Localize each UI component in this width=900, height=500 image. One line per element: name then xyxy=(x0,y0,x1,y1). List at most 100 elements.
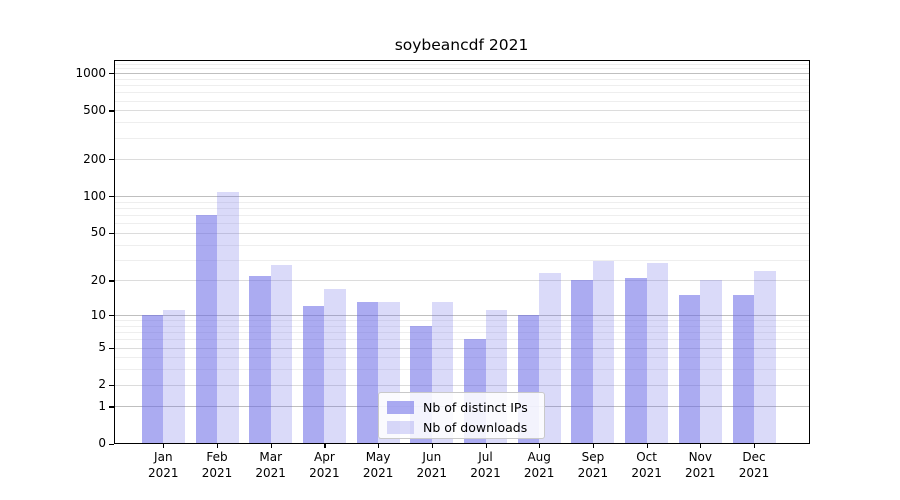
y-tick-label: 5 xyxy=(98,340,106,354)
bar-downloads-dec xyxy=(754,271,776,444)
y-tick xyxy=(109,443,114,445)
gridline-minor xyxy=(113,63,810,65)
gridline-minor xyxy=(113,78,810,80)
gridline-minor xyxy=(113,92,810,94)
chart-title: soybeancdf 2021 xyxy=(394,36,529,54)
bar-ips-may xyxy=(356,302,379,444)
gridline-minor xyxy=(113,332,810,334)
legend-label-distinct-ips: Nb of distinct IPs xyxy=(423,400,528,415)
y-tick-label: 200 xyxy=(83,151,106,166)
legend-item-downloads: Nb of downloads xyxy=(387,419,544,436)
gridline-minor xyxy=(113,325,810,327)
y-tick xyxy=(109,384,114,386)
x-tick xyxy=(700,443,702,448)
x-tick-label: Aug 2021 xyxy=(523,450,555,480)
x-tick xyxy=(539,443,541,448)
x-tick xyxy=(217,443,219,448)
gridline-minor xyxy=(113,137,810,139)
gridline-minor xyxy=(113,223,810,225)
y-tick xyxy=(109,73,114,75)
x-tick-label: Oct 2021 xyxy=(631,450,662,480)
y-tick-label: 1000 xyxy=(75,65,106,80)
gridline-minor xyxy=(113,208,810,209)
gridline-minor xyxy=(113,85,810,87)
bar-downloads-oct xyxy=(646,263,669,444)
x-tick xyxy=(646,443,648,448)
x-tick-label: Dec 2021 xyxy=(738,450,770,480)
gridline-minor xyxy=(113,357,810,359)
bar-ips-oct xyxy=(625,277,647,444)
y-tick xyxy=(109,159,114,161)
y-tick xyxy=(109,196,114,198)
x-tick-label: Sep 2021 xyxy=(577,450,609,480)
x-tick xyxy=(485,443,487,448)
y-tick xyxy=(109,315,114,317)
gridline-minor xyxy=(113,201,810,203)
y-tick-label: 1 xyxy=(98,398,106,413)
gridline-minor xyxy=(113,122,810,124)
y-tick xyxy=(109,110,114,112)
legend-item-distinct-ips: Nb of distinct IPs xyxy=(387,399,544,416)
gridline-major xyxy=(113,347,810,349)
y-tick xyxy=(109,347,114,349)
gridline-major xyxy=(113,159,810,161)
gridline-minor xyxy=(113,100,810,102)
gridline-minor xyxy=(113,339,810,341)
y-tick xyxy=(109,232,114,234)
gridline-major xyxy=(113,110,810,112)
x-tick-label: Mar 2021 xyxy=(255,450,286,480)
legend-label-downloads: Nb of downloads xyxy=(423,420,528,435)
bar-downloads-apr xyxy=(324,288,346,444)
x-tick-label: Jul 2021 xyxy=(470,450,501,480)
gridline-minor xyxy=(113,68,810,70)
y-tick xyxy=(109,406,114,408)
gridline-major xyxy=(113,384,810,386)
x-tick-label: Apr 2021 xyxy=(309,450,340,480)
legend: Nb of distinct IPs Nb of downloads xyxy=(378,392,545,439)
bar-downloads-sep xyxy=(592,261,615,444)
x-tick-label: Nov 2021 xyxy=(685,450,716,480)
bar-ips-jan xyxy=(141,315,164,444)
gridline-minor xyxy=(113,215,810,217)
bar-ips-nov xyxy=(678,294,701,444)
x-tick xyxy=(431,443,433,448)
x-tick-label: May 2021 xyxy=(362,450,394,480)
bar-downloads-nov xyxy=(700,280,722,444)
legend-swatch-distinct-ips xyxy=(387,401,414,414)
gridline-minor xyxy=(113,244,810,246)
y-tick-label: 10 xyxy=(90,307,106,322)
y-tick-label: 2 xyxy=(98,377,106,392)
x-tick xyxy=(324,443,326,448)
x-tick-label: Feb 2021 xyxy=(201,450,233,480)
bar-ips-sep xyxy=(571,280,593,444)
y-tick xyxy=(109,280,114,282)
legend-swatch-downloads xyxy=(387,421,414,434)
bar-downloads-mar xyxy=(270,264,293,444)
gridline-minor xyxy=(113,369,810,371)
bar-ips-apr xyxy=(302,306,325,444)
x-tick-label: Jan 2021 xyxy=(148,450,179,480)
gridline-major xyxy=(113,315,810,316)
x-tick xyxy=(163,443,165,448)
gridline-minor xyxy=(113,259,810,261)
y-tick-label: 20 xyxy=(90,272,106,287)
y-tick-label: 50 xyxy=(90,225,106,240)
x-tick xyxy=(754,443,756,448)
bar-ips-mar xyxy=(249,275,271,444)
y-tick-label: 0 xyxy=(98,436,106,450)
gridline-major xyxy=(113,280,810,282)
bar-downloads-feb xyxy=(217,192,239,444)
bar-downloads-jan xyxy=(163,310,185,444)
gridline-major xyxy=(113,73,810,75)
x-tick xyxy=(270,443,272,448)
x-tick-label: Jun 2021 xyxy=(416,450,448,480)
gridline-minor xyxy=(113,320,810,322)
y-tick-label: 100 xyxy=(83,188,106,203)
y-tick-label: 500 xyxy=(83,102,106,117)
bar-ips-dec xyxy=(732,294,754,444)
gridline-major xyxy=(113,196,810,198)
x-tick xyxy=(378,443,380,448)
plot-frame xyxy=(113,59,810,444)
x-tick xyxy=(592,443,595,448)
